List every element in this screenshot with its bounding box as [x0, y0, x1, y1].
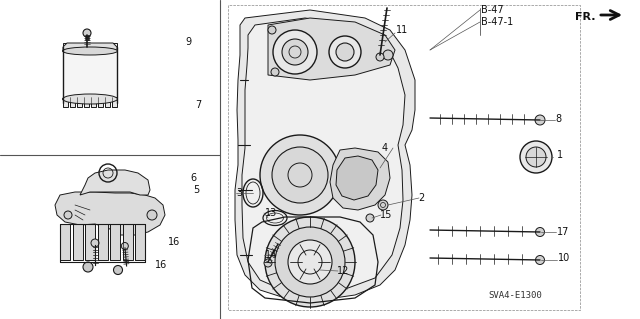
Polygon shape	[105, 97, 110, 107]
Text: 1: 1	[557, 150, 563, 160]
Circle shape	[336, 43, 354, 61]
Text: 3: 3	[236, 188, 242, 198]
Circle shape	[83, 262, 93, 272]
Circle shape	[520, 141, 552, 173]
Circle shape	[535, 115, 545, 125]
Text: 16: 16	[168, 237, 180, 247]
Text: 7: 7	[195, 100, 201, 110]
Polygon shape	[97, 224, 108, 260]
Polygon shape	[77, 97, 82, 107]
Polygon shape	[63, 43, 117, 99]
Polygon shape	[98, 97, 103, 107]
Polygon shape	[55, 192, 165, 235]
Polygon shape	[122, 224, 132, 260]
Circle shape	[366, 214, 374, 222]
Text: 9: 9	[185, 37, 191, 47]
Circle shape	[91, 239, 99, 247]
Text: B-47-1: B-47-1	[481, 17, 513, 27]
Circle shape	[273, 30, 317, 74]
Circle shape	[268, 26, 276, 34]
Circle shape	[64, 211, 72, 219]
Text: 8: 8	[555, 114, 561, 124]
Circle shape	[272, 147, 328, 203]
Polygon shape	[135, 224, 145, 260]
Text: 5: 5	[193, 185, 199, 195]
Text: FR.: FR.	[575, 12, 595, 22]
Circle shape	[536, 256, 545, 264]
Circle shape	[147, 210, 157, 220]
Polygon shape	[112, 97, 117, 107]
Polygon shape	[72, 224, 83, 260]
Polygon shape	[60, 224, 70, 260]
Polygon shape	[63, 97, 68, 107]
Polygon shape	[80, 170, 150, 195]
Polygon shape	[91, 97, 96, 107]
Circle shape	[113, 265, 122, 275]
Circle shape	[264, 259, 272, 267]
Circle shape	[378, 200, 388, 210]
Polygon shape	[336, 156, 378, 200]
Text: 6: 6	[190, 173, 196, 183]
Polygon shape	[85, 224, 95, 260]
Circle shape	[383, 50, 393, 60]
Text: SVA4-E1300: SVA4-E1300	[488, 291, 541, 300]
Text: 10: 10	[558, 253, 570, 263]
Circle shape	[376, 53, 384, 61]
Text: 14: 14	[265, 250, 277, 260]
Polygon shape	[242, 18, 405, 293]
Circle shape	[83, 29, 91, 37]
Circle shape	[288, 240, 332, 284]
Text: 12: 12	[337, 266, 349, 276]
Circle shape	[536, 227, 545, 236]
Polygon shape	[70, 97, 75, 107]
Polygon shape	[268, 18, 395, 80]
Circle shape	[282, 39, 308, 65]
Text: 11: 11	[396, 25, 408, 35]
Ellipse shape	[63, 94, 118, 104]
Polygon shape	[110, 224, 120, 260]
Text: B-47: B-47	[481, 5, 504, 15]
Polygon shape	[330, 148, 390, 210]
Circle shape	[271, 68, 279, 76]
Text: 15: 15	[380, 210, 392, 220]
Text: 2: 2	[418, 193, 424, 203]
Circle shape	[275, 227, 345, 297]
Text: 17: 17	[557, 227, 570, 237]
Circle shape	[329, 36, 361, 68]
Circle shape	[122, 242, 129, 249]
Text: 4: 4	[382, 143, 388, 153]
Ellipse shape	[63, 47, 118, 55]
Circle shape	[265, 217, 355, 307]
Polygon shape	[63, 43, 117, 51]
Text: 13: 13	[265, 208, 277, 218]
Circle shape	[526, 147, 546, 167]
Text: 16: 16	[155, 260, 167, 270]
Circle shape	[260, 135, 340, 215]
Polygon shape	[235, 10, 415, 300]
Polygon shape	[84, 97, 89, 107]
